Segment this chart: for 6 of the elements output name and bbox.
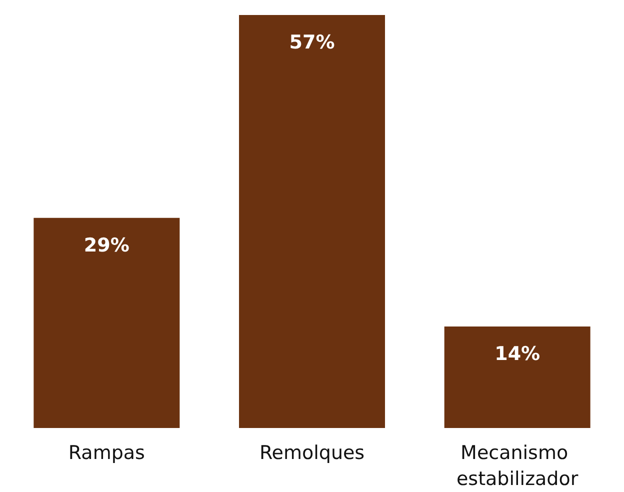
data-label: 14% xyxy=(494,343,540,366)
data-label: 29% xyxy=(84,234,130,256)
x-tick-label: Rampas xyxy=(68,442,145,464)
data-label: 57% xyxy=(289,32,335,54)
x-tick-label: Mecanismo estabilizador xyxy=(456,442,578,490)
x-tick-label: Remolques xyxy=(259,442,365,464)
